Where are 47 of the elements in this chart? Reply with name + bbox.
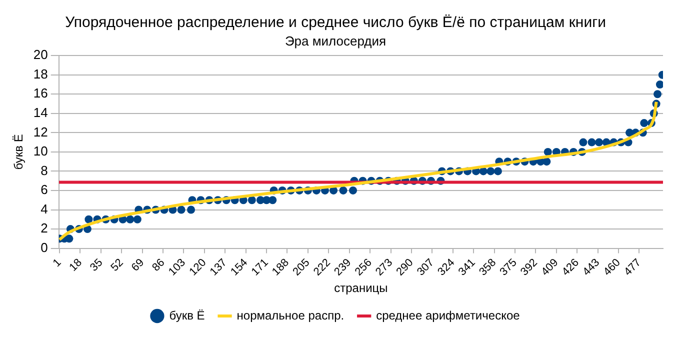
x-tick-label: 358 (477, 256, 499, 278)
x-tick-label: 69 (129, 256, 147, 274)
x-tick-label: 137 (208, 256, 230, 278)
x-tick-label: 120 (187, 256, 209, 278)
y-tick-label: 4 (40, 201, 48, 216)
x-tick-label: 256 (352, 256, 374, 278)
y-tick-label: 14 (33, 104, 48, 120)
legend-label: нормальное распр. (236, 308, 344, 322)
x-tick-label: 324 (436, 256, 458, 278)
y-tick-label: 2 (40, 220, 48, 236)
x-tick-label: 443 (580, 256, 602, 278)
x-tick-label: 86 (150, 256, 168, 274)
x-tick-label: 18 (67, 256, 84, 274)
y-tick-label: 8 (40, 162, 48, 178)
x-tick-label: 188 (270, 256, 292, 278)
x-tick-label: 239 (332, 256, 354, 278)
y-axis-title: букв Ё (12, 134, 26, 170)
x-tick-label: 52 (108, 256, 126, 274)
chart-subtitle: Эра милосердия (284, 33, 386, 48)
x-tick-label: 222 (311, 256, 333, 278)
x-tick-label: 35 (88, 256, 106, 274)
y-tick-label: 18 (33, 66, 48, 82)
x-tick-label: 477 (622, 256, 644, 278)
x-tick-label: 375 (498, 256, 520, 278)
legend-label: среднее арифметическое (376, 308, 520, 322)
x-tick-label: 103 (166, 256, 188, 278)
x-tick-label: 426 (560, 256, 582, 278)
x-tick-label: 460 (601, 256, 623, 278)
x-tick-label: 171 (249, 256, 271, 278)
legend-label: букв Ё (169, 308, 205, 322)
y-tick-label: 16 (33, 86, 48, 101)
x-tick-label: 1 (50, 256, 64, 270)
y-tick-label: 6 (40, 182, 48, 198)
y-tick-label: 12 (33, 124, 48, 140)
x-tick-label: 307 (414, 256, 436, 278)
x-tick-label: 409 (539, 256, 561, 278)
x-tick-label: 392 (518, 256, 540, 278)
y-tick-label: 10 (33, 144, 48, 159)
x-axis-title: страницы (334, 281, 388, 296)
chart-title: Упорядоченное распределение и среднее число букв Ё/ё по страницам книги (65, 14, 606, 32)
x-tick-label: 154 (228, 256, 250, 278)
y-tick-label: 0 (40, 240, 48, 255)
x-tick-label: 205 (290, 256, 312, 278)
x-tick-label: 290 (394, 256, 416, 278)
x-tick-label: 273 (374, 256, 396, 278)
x-tick-label: 341 (456, 256, 478, 278)
y-tick-label: 20 (33, 47, 48, 62)
